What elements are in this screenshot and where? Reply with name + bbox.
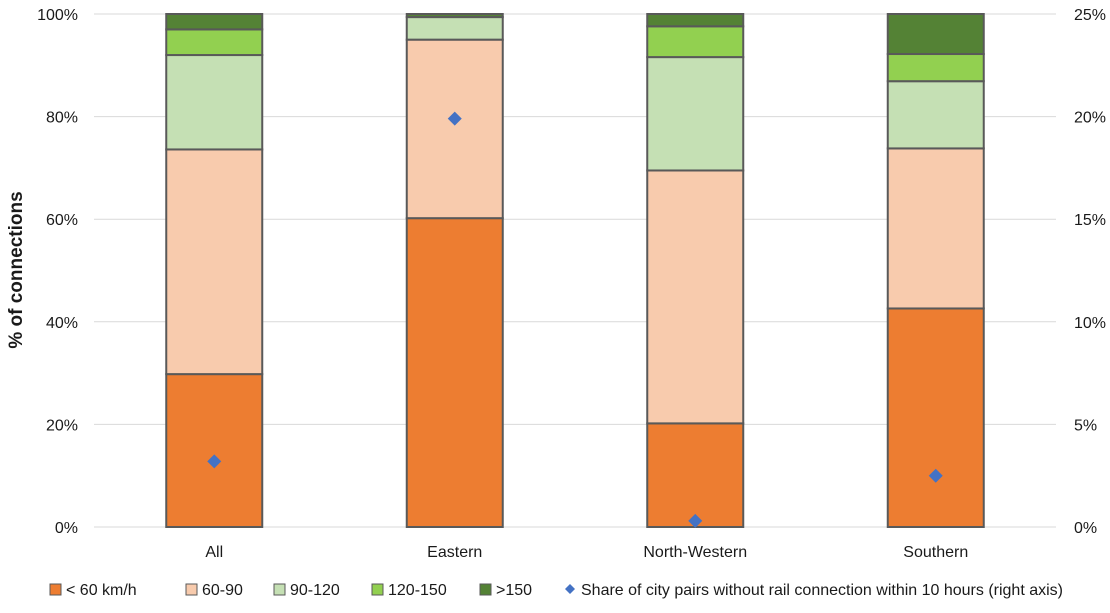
legend-swatch [49, 583, 62, 596]
y-tick-label: 20% [46, 417, 78, 434]
legend: < 60 km/h 60-90 90-120 120-150 >150 Share of … [49, 582, 1063, 599]
legend-swatch [273, 583, 286, 596]
x-tick-label: All [205, 544, 223, 561]
y-tick-label: 80% [46, 110, 78, 127]
legend-label: >150 [496, 582, 532, 599]
bar-segment [886, 80, 985, 150]
legend-swatch [565, 584, 575, 594]
y-tick-label: 100% [37, 7, 78, 24]
y-tick-label: 0% [55, 520, 78, 537]
diamond-marker [207, 454, 222, 469]
bar-segment [165, 13, 264, 31]
y2-tick-label: 0% [1074, 520, 1097, 537]
y2-tick-label: 15% [1074, 212, 1106, 229]
legend-swatch [479, 583, 492, 596]
bar-segment [405, 16, 504, 41]
diamond-marker [447, 111, 462, 126]
bar-segment [165, 28, 264, 57]
y2-tick-label: 5% [1074, 417, 1097, 434]
diamond-marker [928, 468, 943, 483]
bar-segment [405, 38, 504, 220]
bars [165, 13, 985, 528]
bar-segment [886, 13, 985, 56]
bar-segment [646, 56, 745, 172]
y2-tick-label: 25% [1074, 7, 1106, 24]
y2-tick-label: 10% [1074, 315, 1106, 332]
bar-segment [646, 422, 745, 528]
legend-swatch [185, 583, 198, 596]
bar-segment [165, 54, 264, 151]
bar-segment [886, 53, 985, 83]
x-tick-label: Eastern [427, 544, 482, 561]
bar-segment [646, 25, 745, 59]
legend-swatch [371, 583, 384, 596]
legend-label: 90-120 [290, 582, 340, 599]
markers [207, 111, 943, 528]
x-tick-label: Southern [903, 544, 968, 561]
bar-segment [405, 13, 504, 19]
y-tick-label: 40% [46, 315, 78, 332]
legend-label: < 60 km/h [66, 582, 137, 599]
y-axis-label: % of connections [6, 191, 27, 348]
bar-segment [165, 148, 264, 376]
bar-segment [886, 307, 985, 528]
diamond-marker [688, 513, 703, 528]
bar-segment [886, 147, 985, 310]
axes: % of connections 0% 20% 40% 60% 80% 100% 0% 5% 1… [6, 7, 1106, 561]
y-tick-label: 60% [46, 212, 78, 229]
legend-label: 60-90 [202, 582, 243, 599]
bar-segment [646, 13, 745, 28]
y2-tick-label: 20% [1074, 110, 1106, 127]
x-tick-label: North-Western [643, 544, 747, 561]
legend-label: Share of city pairs without rail connect… [581, 582, 1063, 599]
legend-label: 120-150 [388, 582, 447, 599]
bar-segment [646, 169, 745, 425]
bar-segment [405, 217, 504, 528]
bar-segment [165, 373, 264, 528]
